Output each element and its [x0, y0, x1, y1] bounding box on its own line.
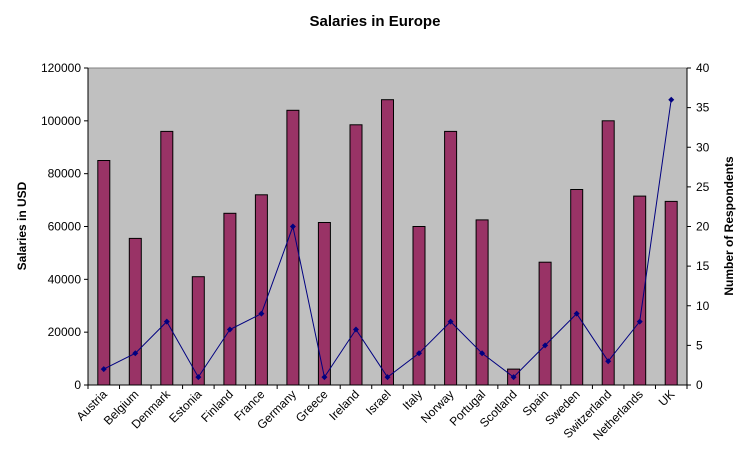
y2-tick-label: 20 [696, 220, 710, 234]
y2-tick-label: 40 [696, 61, 710, 75]
y-tick-label: 20000 [48, 325, 82, 339]
bar-switzerland [601, 120, 615, 386]
point-scotland [510, 374, 517, 381]
bar-belgium [128, 237, 142, 386]
point-ireland [352, 326, 359, 333]
x-tick-label: UK [656, 387, 678, 409]
y-tick-label: 40000 [48, 272, 82, 286]
point-norway [447, 318, 454, 325]
bar-greece [317, 222, 331, 386]
point-germany [289, 223, 296, 230]
y2-tick-label: 25 [696, 180, 710, 194]
line-series [100, 96, 675, 381]
y2-tick-label: 0 [696, 378, 703, 392]
y-tick-label: 0 [74, 378, 81, 392]
point-italy [416, 350, 423, 357]
point-switzerland [605, 358, 612, 365]
bar-austria [97, 160, 111, 386]
x-tick-label: Finland [198, 387, 236, 425]
y2-tick-label: 35 [696, 101, 710, 115]
y2-tick-label: 15 [696, 259, 710, 273]
y2-axis-title: Number of Respondents [722, 156, 736, 296]
bar-spain [538, 261, 552, 386]
bar-series [97, 99, 678, 386]
point-denmark [163, 318, 170, 325]
point-israel [384, 374, 391, 381]
bar-israel [381, 99, 394, 386]
y2-tick-label: 5 [696, 338, 703, 352]
y2-tick-label: 10 [696, 299, 710, 313]
bar-portugal [475, 219, 489, 386]
point-portugal [479, 350, 486, 357]
bar-finland [223, 212, 237, 386]
y-axis-title: Salaries in USD [15, 181, 29, 270]
bar-denmark [160, 130, 174, 386]
y2-tick-label: 30 [696, 140, 710, 154]
y-tick-label: 120000 [41, 61, 81, 75]
point-france [258, 310, 265, 317]
point-austria [100, 366, 107, 373]
point-finland [226, 326, 233, 333]
bar-sweden [570, 189, 584, 386]
x-tick-label: Italy [400, 387, 425, 412]
bar-ireland [349, 124, 363, 386]
y-tick-label: 100000 [41, 114, 81, 128]
x-tick-label: Estonia [166, 387, 204, 425]
y-tick-label: 60000 [48, 220, 82, 234]
bar-italy [412, 226, 426, 386]
point-belgium [132, 350, 139, 357]
bar-norway [444, 130, 458, 386]
point-sweden [573, 310, 580, 317]
point-uk [668, 96, 675, 103]
bar-uk [664, 200, 678, 386]
x-tick-label: Greece [293, 387, 331, 425]
bar-france [254, 194, 268, 386]
point-spain [542, 342, 549, 349]
point-netherlands [636, 318, 643, 325]
chart-title: Salaries in Europe [310, 13, 441, 30]
point-estonia [195, 374, 202, 381]
y-tick-label: 80000 [48, 167, 82, 181]
x-tick-label: Israel [363, 387, 394, 418]
x-tick-label: Ireland [326, 387, 362, 423]
point-greece [321, 374, 328, 381]
